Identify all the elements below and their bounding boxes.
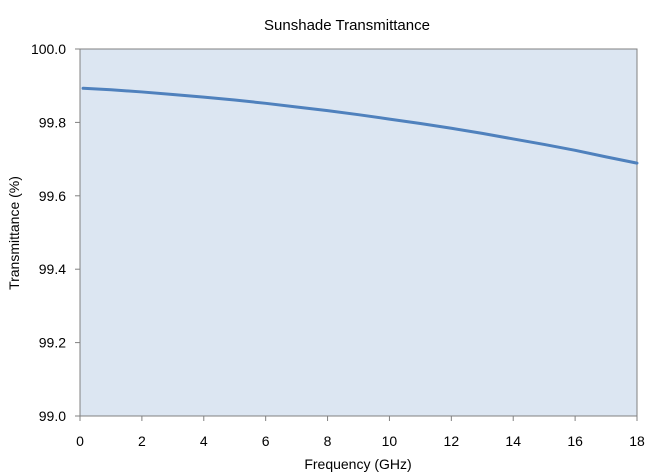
- y-tick-label: 99.8: [39, 114, 66, 130]
- x-tick-label: 0: [76, 433, 84, 449]
- chart-title: Sunshade Transmittance: [264, 17, 430, 34]
- x-tick-label: 18: [629, 433, 645, 449]
- plot-area: [79, 48, 638, 417]
- x-tick-label: 14: [505, 433, 521, 449]
- x-tick-label: 10: [382, 433, 398, 449]
- x-tick-label: 8: [324, 433, 332, 449]
- y-tick-label: 99.0: [39, 408, 66, 424]
- y-tick-label: 99.4: [39, 261, 66, 277]
- x-axis-label: Frequency (GHz): [304, 456, 411, 472]
- y-tick-label: 99.2: [39, 335, 66, 351]
- y-axis-ticks: 99.0 99.2 99.4 99.6 99.8 100.0: [31, 41, 80, 424]
- y-tick-label: 99.6: [39, 188, 66, 204]
- x-tick-label: 4: [200, 433, 208, 449]
- x-tick-label: 16: [567, 433, 583, 449]
- y-axis-label: Transmittance (%): [6, 176, 22, 290]
- x-tick-label: 6: [262, 433, 270, 449]
- x-tick-label: 12: [444, 433, 460, 449]
- x-tick-label: 2: [138, 433, 146, 449]
- x-axis-ticks: 0 2 4 6 8 10 12 14 16 18: [76, 416, 645, 449]
- y-tick-label: 100.0: [31, 41, 66, 57]
- transmittance-series-line: [81, 86, 639, 165]
